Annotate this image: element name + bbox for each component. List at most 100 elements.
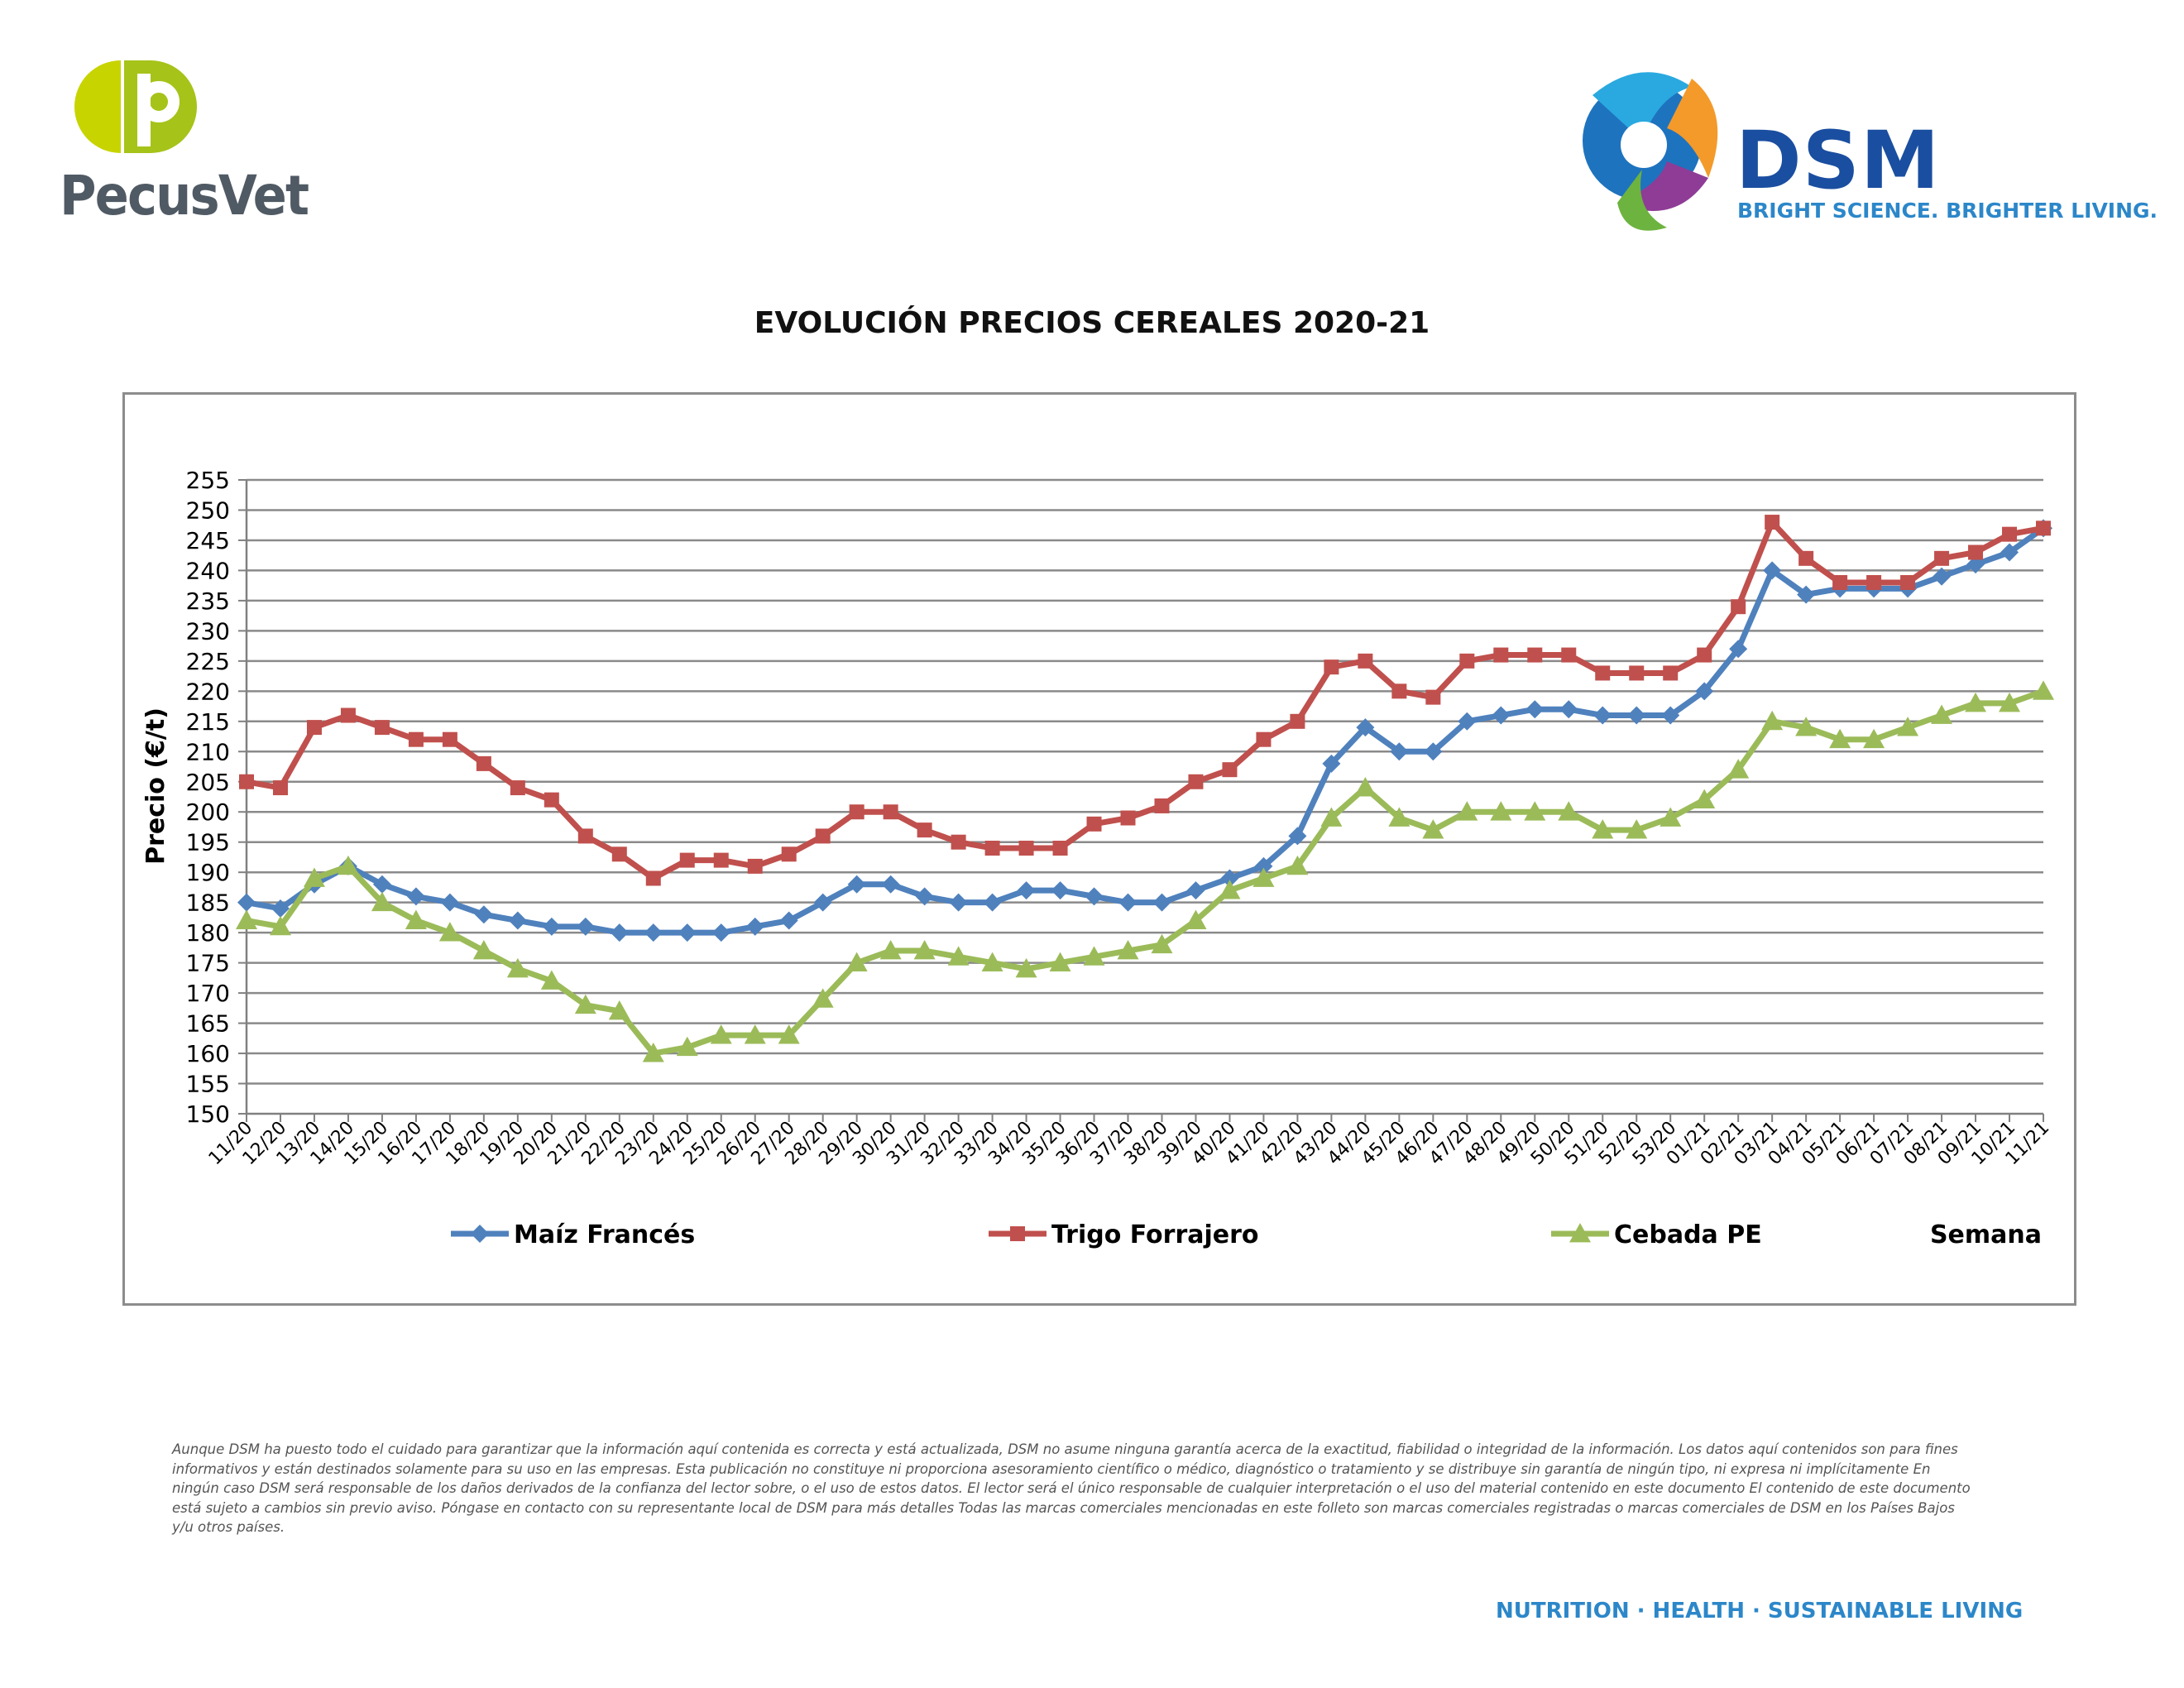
data-point bbox=[815, 828, 831, 844]
y-tick-label: 230 bbox=[186, 617, 230, 645]
data-point bbox=[1354, 777, 1377, 797]
legal-disclaimer: Aunque DSM ha puesto todo el cuidado par… bbox=[172, 1441, 1971, 1535]
data-point bbox=[472, 940, 495, 960]
data-point bbox=[1390, 742, 1409, 761]
y-tick-label: 160 bbox=[186, 1040, 230, 1067]
pecusvet-wordmark: PecusVet bbox=[60, 164, 309, 228]
y-tick-label: 255 bbox=[186, 467, 230, 494]
data-point bbox=[1693, 789, 1716, 809]
data-point bbox=[1763, 561, 1782, 580]
data-point bbox=[408, 731, 424, 747]
data-point bbox=[951, 834, 966, 850]
data-point bbox=[1015, 957, 1037, 978]
data-point bbox=[272, 780, 288, 796]
data-point bbox=[949, 893, 968, 912]
data-point bbox=[744, 1024, 766, 1044]
data-point bbox=[1290, 713, 1305, 729]
data-point bbox=[1761, 710, 1784, 731]
data-point bbox=[1965, 692, 1987, 712]
data-point bbox=[2000, 543, 2019, 562]
data-point bbox=[269, 915, 291, 936]
data-point bbox=[476, 755, 491, 771]
series-ma-z-franc-s bbox=[237, 519, 2052, 942]
legend-label: Trigo Forrajero bbox=[1051, 1220, 1259, 1249]
y-tick-label: 165 bbox=[186, 1010, 230, 1038]
data-point bbox=[1661, 706, 1680, 725]
data-point bbox=[1968, 544, 1984, 560]
data-point bbox=[611, 846, 627, 862]
data-point bbox=[881, 875, 900, 894]
data-point bbox=[371, 891, 393, 912]
data-point bbox=[713, 852, 729, 868]
data-point bbox=[438, 922, 461, 942]
data-point bbox=[337, 855, 359, 875]
data-point bbox=[1256, 731, 1272, 747]
data-point bbox=[1252, 867, 1275, 887]
y-axis-label: Precio (€/t) bbox=[141, 707, 170, 865]
data-point bbox=[915, 887, 934, 906]
data-point bbox=[1459, 653, 1475, 669]
data-point bbox=[1051, 881, 1070, 900]
data-point bbox=[1729, 640, 1748, 659]
data-point bbox=[1525, 700, 1545, 719]
data-point bbox=[711, 923, 730, 942]
data-point bbox=[747, 858, 763, 874]
data-point bbox=[676, 1036, 698, 1057]
data-point bbox=[1934, 550, 1950, 566]
legend-marker bbox=[1010, 1226, 1025, 1241]
data-point bbox=[1731, 599, 1746, 615]
data-point bbox=[1490, 801, 1512, 821]
data-point bbox=[1424, 742, 1443, 761]
data-point bbox=[1356, 718, 1375, 737]
legend-marker bbox=[1569, 1223, 1591, 1243]
data-point bbox=[1425, 689, 1441, 705]
data-point bbox=[1358, 653, 1373, 669]
y-tick-label: 190 bbox=[186, 859, 230, 886]
data-point bbox=[984, 841, 1000, 856]
data-point bbox=[642, 1043, 664, 1062]
data-point bbox=[1186, 881, 1205, 900]
data-point bbox=[1152, 893, 1171, 912]
data-point bbox=[1627, 706, 1646, 725]
data-point bbox=[508, 911, 527, 930]
series-trigo-forrajero bbox=[239, 515, 2051, 886]
data-point bbox=[1931, 704, 1953, 724]
data-point bbox=[778, 1024, 800, 1044]
data-point bbox=[779, 911, 798, 930]
data-point bbox=[710, 1024, 732, 1044]
data-point bbox=[1086, 816, 1102, 832]
data-point bbox=[1151, 933, 1173, 954]
data-point bbox=[1999, 692, 2021, 712]
data-point bbox=[1083, 946, 1105, 966]
data-point bbox=[913, 940, 936, 960]
data-point bbox=[917, 822, 932, 838]
data-point bbox=[510, 780, 525, 796]
data-point bbox=[1254, 856, 1273, 875]
y-tick-label: 245 bbox=[186, 527, 230, 554]
data-point bbox=[1117, 940, 1139, 960]
data-point bbox=[1559, 700, 1578, 719]
data-point bbox=[1118, 893, 1138, 912]
y-tick-label: 195 bbox=[186, 829, 230, 856]
data-point bbox=[374, 720, 390, 736]
chart-title: EVOLUCIÓN PRECIOS CEREALES 2020-21 bbox=[754, 306, 1430, 340]
data-point bbox=[879, 940, 902, 960]
data-point bbox=[849, 804, 864, 820]
data-point bbox=[981, 952, 1003, 972]
y-tick-label: 220 bbox=[186, 678, 230, 705]
chart-frame bbox=[122, 392, 2076, 1306]
legend: Maíz Francés Trigo Forrajero Cebada PE Sema… bbox=[451, 1220, 2042, 1249]
data-point bbox=[1085, 887, 1104, 906]
data-point bbox=[1493, 647, 1509, 663]
data-point bbox=[1322, 754, 1341, 773]
data-point bbox=[1558, 801, 1580, 821]
data-point bbox=[1727, 759, 1750, 779]
data-point bbox=[1049, 952, 1071, 972]
data-point bbox=[1829, 728, 1851, 749]
data-point bbox=[1456, 801, 1478, 821]
data-point bbox=[1052, 841, 1068, 856]
y-tick-label: 155 bbox=[186, 1071, 230, 1098]
data-point bbox=[1897, 717, 1919, 736]
data-point bbox=[576, 917, 595, 936]
data-point bbox=[442, 731, 457, 747]
